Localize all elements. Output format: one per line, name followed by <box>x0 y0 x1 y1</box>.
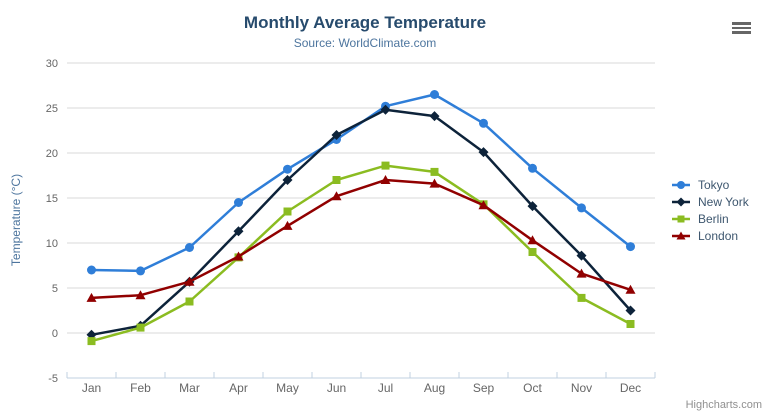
legend-marker-square-icon <box>672 215 690 222</box>
y-tick-label: 20 <box>46 148 58 160</box>
y-tick-label: 25 <box>46 103 58 115</box>
legend-marker-triangle-icon <box>672 231 690 239</box>
chart-title: Monthly Average Temperature <box>243 13 487 32</box>
y-tick-label: 10 <box>46 238 58 250</box>
series-berlin[interactable] <box>87 161 635 346</box>
x-tick-label: Feb <box>130 381 151 395</box>
export-menu-button[interactable] <box>730 19 755 37</box>
series-tokyo[interactable] <box>87 90 635 276</box>
legend-marker-diamond-icon <box>672 197 690 206</box>
legend-label: London <box>698 228 739 243</box>
x-tick-label: Aug <box>424 381 445 395</box>
legend-item-london[interactable]: London <box>671 227 749 244</box>
legend-label: New York <box>698 194 749 209</box>
legend: Tokyo New York Berlin London <box>671 176 749 244</box>
y-tick-label: 0 <box>52 328 58 340</box>
credits-link[interactable]: Highcharts.com <box>685 399 762 411</box>
hamburger-icon <box>732 31 751 35</box>
y-tick-label: 30 <box>46 58 58 70</box>
legend-item-berlin[interactable]: Berlin <box>671 210 749 227</box>
x-tick-label: Apr <box>229 381 248 395</box>
x-tick-label: Dec <box>620 381 641 395</box>
series-london[interactable] <box>86 175 636 302</box>
y-tick-label: 5 <box>52 283 58 295</box>
legend-label: Tokyo <box>698 177 730 192</box>
legend-marker-circle-icon <box>672 180 690 189</box>
legend-item-tokyo[interactable]: Tokyo <box>671 176 749 193</box>
chart-subtitle: Source: WorldClimate.com <box>293 36 437 50</box>
x-tick-label: Oct <box>523 381 542 395</box>
x-tick-label: Jun <box>327 381 346 395</box>
x-tick-label: Mar <box>179 381 200 395</box>
legend-item-new-york[interactable]: New York <box>671 193 749 210</box>
y-tick-label: 15 <box>46 193 58 205</box>
x-tick-label: May <box>276 381 299 395</box>
x-tick-label: Nov <box>571 381 592 395</box>
legend-label: Berlin <box>698 211 729 226</box>
x-tick-label: Jul <box>378 381 393 395</box>
y-tick-label: -5 <box>48 373 58 385</box>
hamburger-icon <box>732 26 751 30</box>
x-tick-label: Jan <box>82 381 101 395</box>
series-new-york[interactable] <box>86 104 636 340</box>
hamburger-icon <box>732 22 751 25</box>
x-tick-label: Sep <box>473 381 495 395</box>
